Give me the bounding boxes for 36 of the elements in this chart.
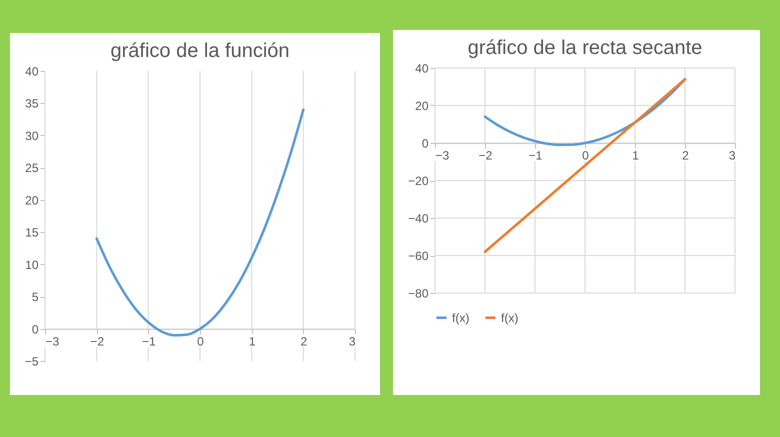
x-tick-label: 3: [348, 334, 356, 348]
legend-label: f(x): [501, 310, 518, 325]
y-tick-label: 20: [415, 99, 429, 113]
x-tick-label: −2: [478, 148, 493, 162]
y-tick-label: 0: [32, 322, 39, 336]
x-tick-label: −1: [142, 334, 156, 348]
y-tick-label: 0: [422, 136, 429, 150]
x-tick-label: −3: [46, 334, 60, 348]
x-tick-label: −1: [528, 148, 543, 162]
y-tick-label: −60: [408, 249, 429, 263]
chart-title: gráfico de la función: [110, 40, 290, 62]
y-tick-label: −80: [408, 286, 429, 300]
y-tick-label: 35: [25, 96, 39, 111]
y-tick-label: −40: [408, 212, 429, 226]
y-tick-label: 15: [25, 226, 39, 240]
x-tick-label: 2: [682, 148, 690, 162]
y-tick-label: 40: [25, 64, 39, 78]
y-tick-label: 5: [32, 290, 39, 304]
y-tick-label: 10: [25, 258, 39, 272]
x-tick-label: 0: [197, 334, 204, 348]
y-tick-label: 30: [25, 128, 39, 143]
x-tick-label: −2: [90, 334, 104, 348]
x-tick-label: 3: [728, 148, 736, 162]
y-tick-label: 40: [415, 62, 429, 76]
y-tick-label: −5: [24, 354, 39, 368]
x-tick-label: 1: [248, 334, 256, 348]
y-tick-label: 20: [25, 193, 39, 208]
y-tick-label: −20: [408, 174, 429, 188]
legend-label: f(x): [452, 310, 470, 325]
y-tick-label: 25: [25, 161, 39, 176]
chart-title: gráfico de la recta secante: [468, 37, 702, 59]
x-tick-label: 0: [582, 148, 590, 162]
x-tick-label: 1: [632, 148, 640, 162]
x-tick-label: 2: [300, 334, 308, 348]
x-tick-label: −3: [436, 148, 450, 162]
line-series: [95, 108, 305, 336]
